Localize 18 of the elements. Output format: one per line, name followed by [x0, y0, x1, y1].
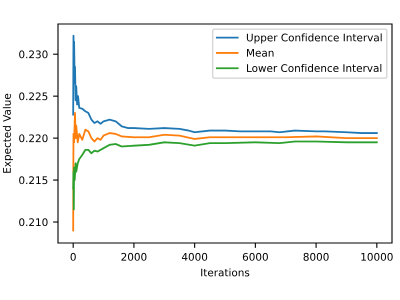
y-tick-label: 0.230 — [19, 50, 48, 58]
x-tick-label: 0 — [70, 252, 76, 261]
x-tick-label: 4000 — [182, 252, 208, 261]
y-tick-label: 0.210 — [19, 218, 48, 226]
x-axis-title: Iterations — [201, 268, 250, 276]
y-tick-label: 0.220 — [19, 134, 48, 142]
y-tick-label: 0.225 — [19, 92, 48, 100]
x-tick-label: 10000 — [361, 252, 393, 261]
x-tick-label: 2000 — [121, 252, 146, 261]
legend-label: Lower Confidence Interval — [247, 64, 382, 72]
y-axis-title: Expected Value — [2, 94, 13, 173]
y-tick-label: 0.215 — [19, 176, 48, 184]
line-series — [72, 140, 378, 210]
x-tick-label: 8000 — [304, 252, 329, 261]
x-tick-label: 6000 — [242, 252, 268, 261]
line-series — [72, 112, 378, 232]
legend-label: Mean — [247, 48, 274, 57]
legend-label: Upper Confidence Interval — [246, 33, 382, 44]
